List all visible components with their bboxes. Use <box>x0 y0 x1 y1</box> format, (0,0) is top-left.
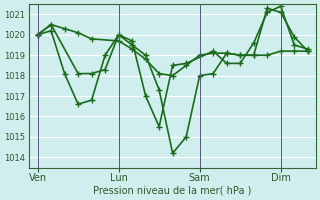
X-axis label: Pression niveau de la mer( hPa ): Pression niveau de la mer( hPa ) <box>93 186 252 196</box>
